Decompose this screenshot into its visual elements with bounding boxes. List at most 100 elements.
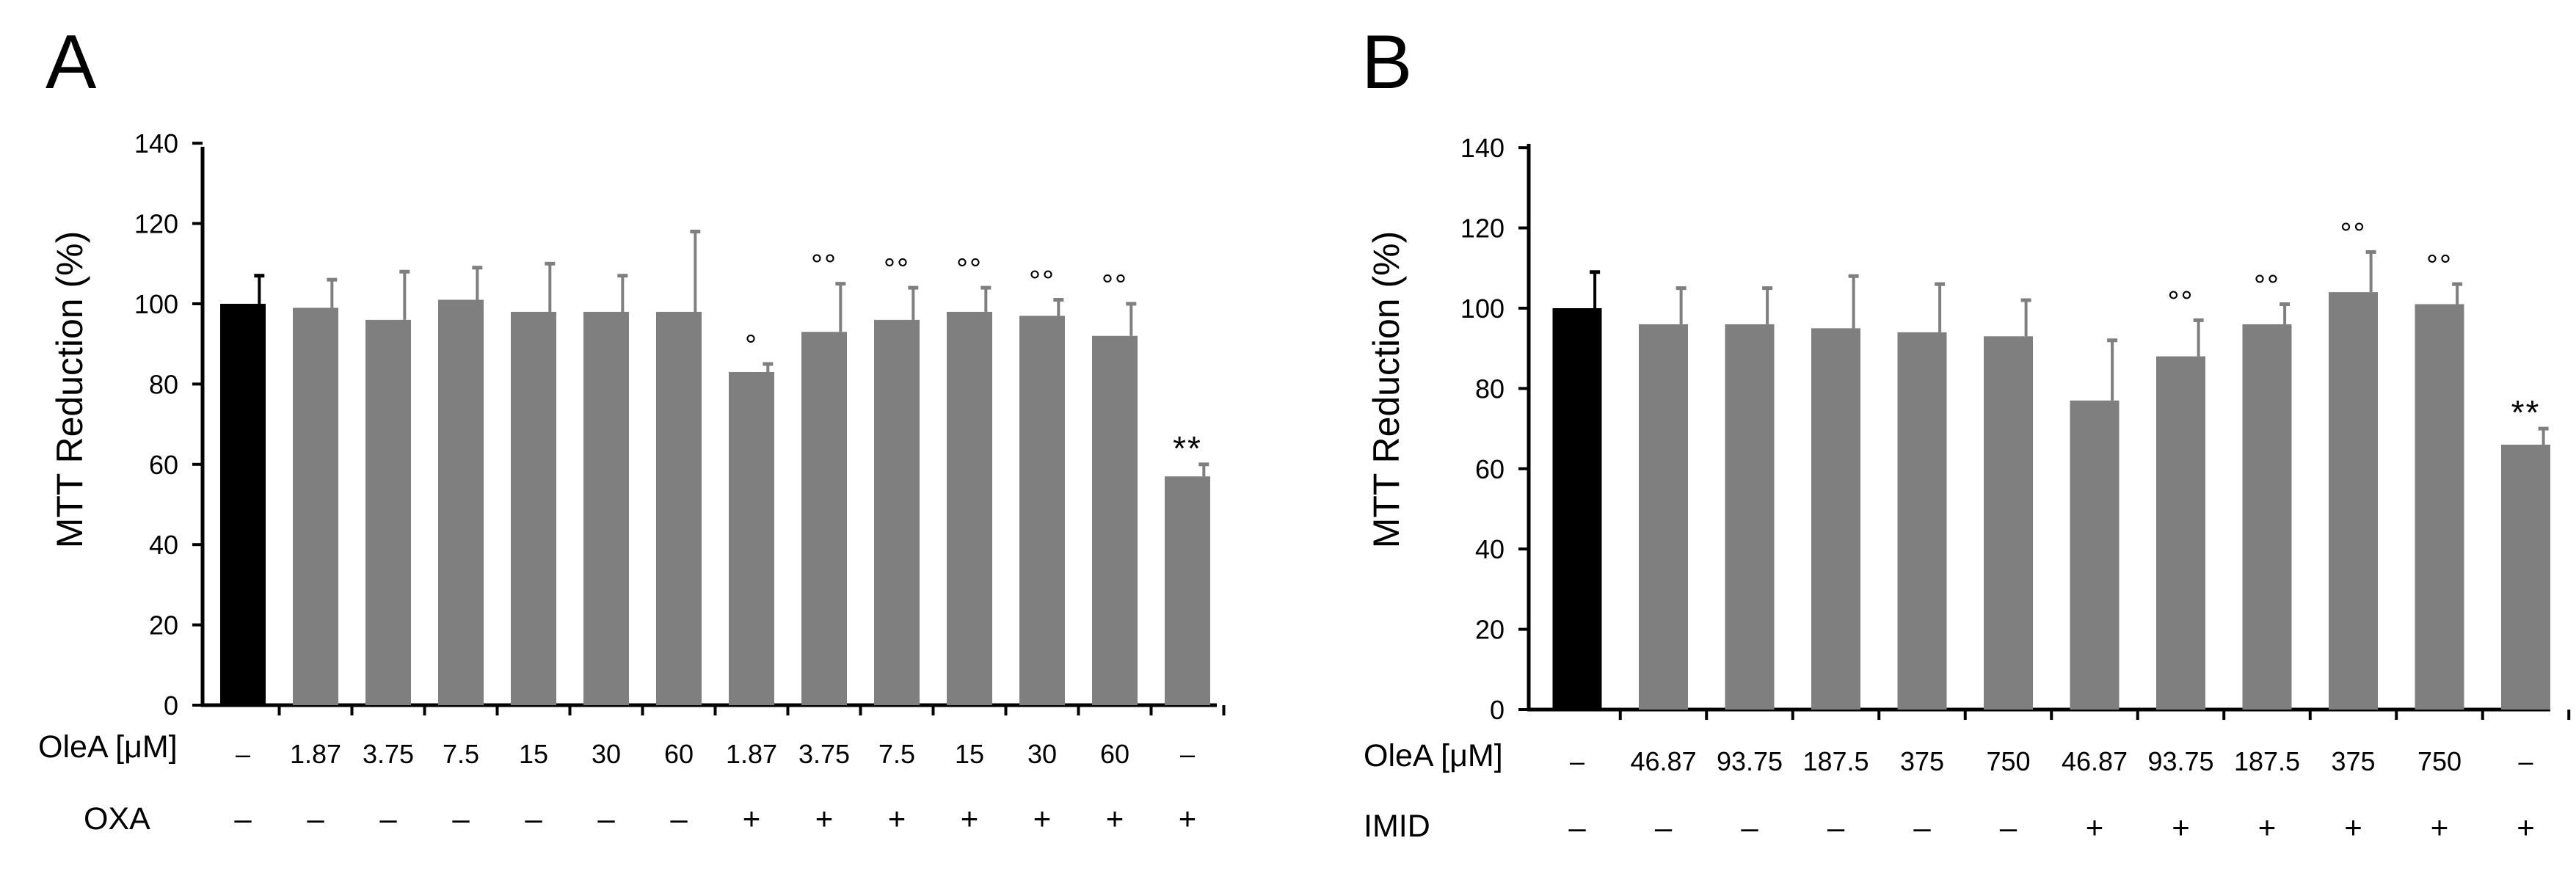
bar	[1019, 316, 1065, 705]
significance-mark: °°	[1029, 266, 1055, 298]
y-axis-label: MTT Reduction (%)	[49, 231, 90, 549]
row1-value: 60	[1100, 739, 1129, 769]
row2-value: –	[1913, 810, 1931, 845]
row2-value: –	[452, 801, 470, 836]
row2-value: +	[743, 801, 761, 836]
bar	[293, 307, 338, 706]
row2-value: +	[888, 801, 906, 836]
row1-value: 1.87	[726, 739, 777, 769]
row1-value: –	[1180, 739, 1195, 769]
row2-value: –	[307, 801, 324, 836]
significance-mark: °°	[2254, 270, 2280, 302]
row1-value: 93.75	[1717, 746, 1783, 776]
significance-mark: **	[2511, 393, 2541, 431]
row2-value: –	[1741, 810, 1758, 845]
row2-label: IMID	[1364, 809, 1430, 844]
row2-value: –	[1568, 810, 1586, 845]
y-tick-label: 20	[149, 611, 178, 641]
panel-label: A	[46, 20, 97, 105]
y-ticks: 0 20 40 60 80 100 120 140	[1460, 133, 1529, 725]
row1-values: – 1.87 3.75 7.5 15 30 60 1.87 3.75 7.5 15 30 60 –	[236, 739, 1195, 769]
row1-value: 1.87	[290, 739, 341, 769]
row1-value: 187.5	[2234, 746, 2300, 776]
bar	[438, 299, 484, 705]
row2-value: –	[525, 801, 542, 836]
bars	[220, 299, 1210, 706]
bar	[947, 311, 992, 705]
significance-marks: °° °° °° °° **	[2168, 217, 2541, 431]
row1-value: 15	[955, 739, 984, 769]
row1-value: 3.75	[363, 739, 414, 769]
panel-b: B MTT Reduction (%) 0 20 40 60 80 100 120 140 °…	[1361, 20, 2571, 845]
row2-value: +	[2344, 810, 2362, 845]
row1-label: OleA [μM]	[38, 729, 178, 765]
row2-value: –	[234, 801, 252, 836]
bar	[801, 332, 847, 705]
row2-value: –	[1655, 810, 1673, 845]
significance-mark: °°	[884, 253, 910, 285]
error-bars	[1590, 249, 2549, 445]
row1-value: 375	[2331, 746, 2375, 776]
row1-value: –	[2518, 746, 2533, 776]
bar	[2070, 400, 2120, 710]
panel-a: A MTT Reduction (%) 0 20 40 60 80 100 120 140 °…	[38, 20, 1226, 837]
row2-label: OXA	[84, 801, 150, 837]
bar	[1552, 308, 1602, 710]
bar	[1639, 324, 1688, 710]
row1-value: –	[1570, 746, 1584, 776]
row1-value: –	[236, 739, 250, 769]
bar	[1811, 328, 1860, 710]
y-axis-label: MTT Reduction (%)	[1366, 231, 1407, 549]
significance-mark: **	[1173, 429, 1202, 467]
row2-value: +	[2172, 810, 2190, 845]
row2-value: +	[961, 801, 979, 836]
row2-values: – – – – – – + + + + + +	[1568, 810, 2534, 845]
y-tick-label: 140	[134, 128, 178, 158]
row1-value: 375	[1900, 746, 1944, 776]
y-tick-label: 0	[164, 690, 178, 721]
error-bars	[254, 230, 1209, 477]
panel-label: B	[1361, 20, 1412, 105]
bar	[2156, 356, 2205, 710]
bar	[220, 304, 266, 705]
significance-mark: °°	[2168, 285, 2194, 318]
bar	[2329, 292, 2378, 710]
significance-mark: °°	[2340, 217, 2367, 249]
bar	[1725, 324, 1775, 710]
bar	[874, 319, 920, 705]
row2-value: –	[379, 801, 397, 836]
row1-label: OleA [μM]	[1364, 738, 1503, 773]
y-tick-label: 40	[1475, 534, 1505, 564]
row1-value: 30	[1027, 739, 1057, 769]
x-ticks	[1618, 710, 2571, 720]
row2-value: +	[2258, 810, 2277, 845]
significance-mark: °°	[811, 249, 837, 282]
y-tick-label: 100	[1460, 294, 1505, 324]
y-tick-label: 120	[134, 209, 178, 239]
bar	[1984, 336, 2033, 710]
bar	[583, 311, 629, 705]
bar	[2242, 324, 2292, 710]
row1-value: 7.5	[443, 739, 479, 769]
y-tick-label: 80	[149, 369, 178, 399]
row2-value: +	[1179, 801, 1197, 836]
row2-value: –	[597, 801, 615, 836]
row1-value: 7.5	[878, 739, 915, 769]
y-tick-label: 100	[134, 289, 178, 319]
row2-value: +	[815, 801, 834, 836]
row2-value: –	[670, 801, 688, 836]
row1-value: 15	[519, 739, 548, 769]
significance-mark: °	[745, 329, 758, 362]
row1-value: 750	[2417, 746, 2462, 776]
y-tick-label: 60	[149, 450, 178, 480]
y-tick-label: 140	[1460, 133, 1505, 163]
row2-value: +	[1033, 801, 1052, 836]
row2-value: –	[2000, 810, 2017, 845]
bar	[656, 311, 702, 705]
bar	[1897, 332, 1947, 710]
row2-value: –	[1827, 810, 1845, 845]
row2-value: +	[1106, 801, 1124, 836]
bar	[2415, 304, 2464, 710]
